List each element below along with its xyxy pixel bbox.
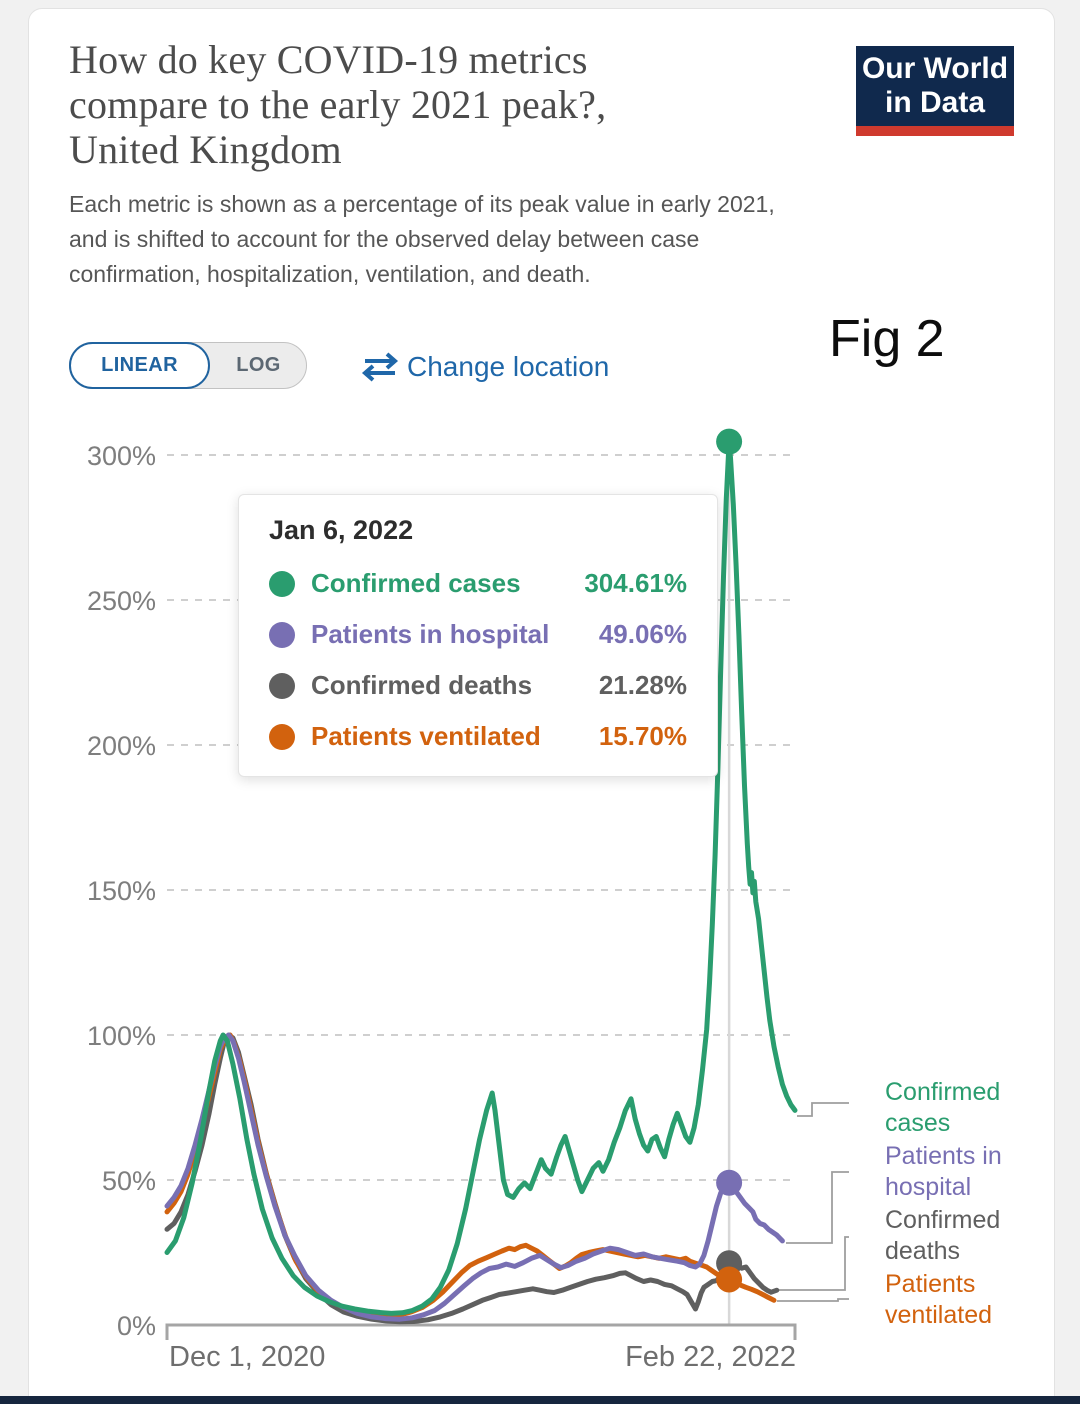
x-axis-end-label: Feb 22, 2022 [625,1341,796,1373]
legend-label-line: Confirmed [885,1206,1001,1234]
change-location-label: Change location [407,351,610,382]
legend-label-line: cases [885,1109,951,1137]
tooltip-label: Patients in hospital [311,619,550,649]
tooltip-label: Confirmed deaths [311,670,533,700]
owid-logo[interactable]: Our World in Data [856,46,1014,136]
owid-logo-line2: in Data [884,86,986,119]
tooltip-label: Patients ventilated [311,721,541,751]
y-axis-tick-label: 300% [86,441,156,471]
legend-label-line: hospital [885,1173,972,1201]
scale-toggle: LINEAR LOG [69,342,307,389]
owid-logo-line1: Our World [861,52,1009,85]
figure-annotation: Fig 2 [829,310,945,368]
owid-logo-text: Our World in Data [856,46,1014,126]
legend-label-confirmed-cases: Confirmed cases [885,1077,1000,1139]
y-axis-tick-label: 0% [116,1311,156,1341]
legend-label-line: Patients [885,1270,976,1298]
linear-button[interactable]: LINEAR [69,342,210,389]
legend-label-line: ventilated [885,1301,993,1329]
tooltip-row-patients-ventilated: Patients ventilated 15.70% [269,711,687,762]
series-dot-patients-ventilated [269,723,295,750]
legend-label-line: deaths [885,1237,961,1265]
legend-label-line: Patients in [885,1142,1002,1170]
y-axis-tick-label: 200% [86,731,156,761]
y-axis-tick-label: 150% [86,876,156,906]
tooltip-value: 15.70% [598,721,687,751]
series-dot-confirmed-deaths [269,672,295,699]
y-axis-tick-label: 100% [86,1021,156,1051]
chart-card: How do key COVID-19 metrics compare to t… [28,8,1055,1402]
owid-logo-stripe [856,126,1014,136]
x-axis-start-label: Dec 1, 2020 [169,1341,326,1373]
tooltip-value: 21.28% [598,670,687,700]
tooltip-label: Confirmed cases [311,568,521,598]
y-axis-tick-label: 250% [86,586,156,616]
legend-label-line: Confirmed [885,1078,1001,1106]
legend-label-confirmed-deaths: Confirmed deaths [885,1205,1000,1267]
tooltip-value: 304.61% [584,568,687,598]
page-title: How do key COVID-19 metrics compare to t… [69,37,607,172]
tooltip-date: Jan 6, 2022 [269,515,414,545]
tooltip-row-confirmed-deaths: Confirmed deaths 21.28% [269,660,687,711]
change-location-button[interactable]: Change location [361,345,609,389]
series-dot-confirmed-cases [269,570,295,597]
chart-subtitle: Each metric is shown as a percentage of … [69,191,775,287]
legend-label-patients-in-hospital: Patients in hospital [885,1141,1002,1203]
log-button[interactable]: LOG [211,343,306,388]
series-dot-patients-in-hospital [269,621,295,648]
tooltip-value: 49.06% [598,619,687,649]
swap-arrows-icon [361,352,399,382]
bottom-bar [0,1396,1080,1404]
y-axis-tick-label: 50% [101,1166,156,1196]
chart-tooltip: Jan 6, 2022 Confirmed cases 304.61% Pati… [238,494,718,777]
legend-label-patients-ventilated: Patients ventilated [885,1269,992,1331]
tooltip-row-patients-in-hospital: Patients in hospital 49.06% [269,609,687,660]
tooltip-row-confirmed-cases: Confirmed cases 304.61% [269,558,687,609]
